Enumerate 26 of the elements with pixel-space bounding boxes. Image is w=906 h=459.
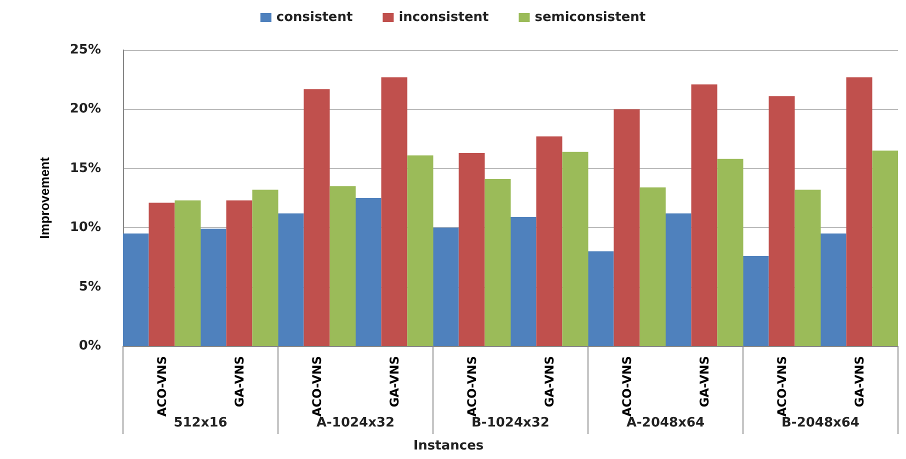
y-tick-label: 20% bbox=[70, 102, 101, 117]
x-tick-label: ACO-VNS bbox=[620, 356, 634, 417]
y-tick-label: 15% bbox=[70, 160, 101, 176]
text: 512x16 bbox=[174, 416, 228, 430]
legend-label: consistent bbox=[276, 10, 353, 25]
x-tick-label: GA-VNS bbox=[387, 356, 402, 408]
x-tick-label: GA-VNS bbox=[697, 356, 712, 408]
text: B-2048x64 bbox=[782, 416, 860, 430]
x-tick-label: GA-VNS bbox=[852, 356, 866, 408]
legend-label: semiconsistent bbox=[534, 10, 646, 25]
x-axis-title: Instances bbox=[413, 438, 484, 454]
y-tick-label: 0% bbox=[78, 338, 101, 354]
text: B-1024x32 bbox=[472, 416, 550, 430]
x-tick-label: ACO-VNS bbox=[464, 356, 479, 417]
x-tick-label: GA-VNS bbox=[232, 356, 246, 408]
x-tick-label: ACO-VNS bbox=[774, 356, 789, 417]
y-tick-label: 5% bbox=[78, 279, 101, 294]
y-axis-title: Improvement bbox=[37, 156, 52, 239]
x-tick-label: GA-VNS bbox=[542, 356, 556, 408]
x-tick-label: ACO-VNS bbox=[310, 356, 324, 417]
text: A-2048x64 bbox=[626, 416, 705, 430]
legend-label: inconsistent bbox=[398, 10, 489, 25]
x-tick-label: ACO-VNS bbox=[154, 356, 169, 417]
y-tick-label: 10% bbox=[70, 220, 101, 236]
text: A-1024x32 bbox=[316, 416, 395, 430]
y-tick-label: 25% bbox=[70, 42, 101, 58]
